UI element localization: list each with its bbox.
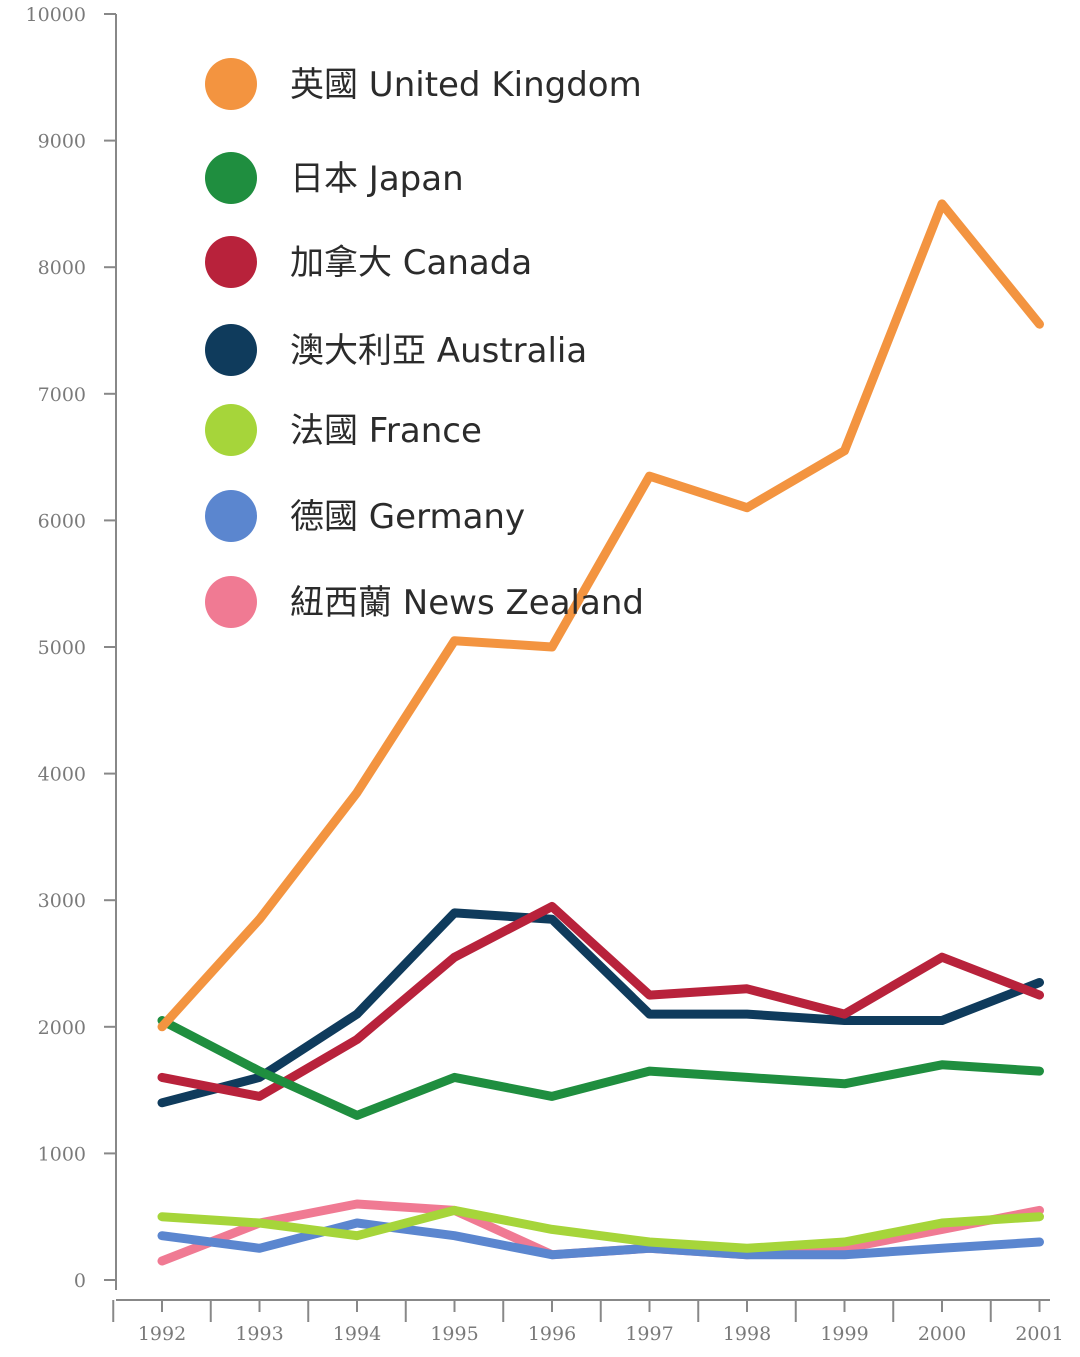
legend-label: 日本 Japan [290, 159, 464, 199]
legend-label: 英國 United Kingdom [290, 65, 642, 105]
legend: 英國 United Kingdom 日本 Japan 加拿大 Canada 澳大利亞 … [205, 58, 644, 628]
axes [115, 14, 1050, 1301]
x-tick-label: 1997 [625, 1323, 673, 1345]
x-tick-label: 1993 [235, 1323, 283, 1345]
legend-item: 加拿大 Canada [205, 236, 532, 288]
y-tick-label: 9000 [38, 131, 86, 153]
legend-item: 英國 United Kingdom [205, 58, 642, 110]
y-tick-label: 4000 [38, 764, 86, 786]
x-tick-label: 1994 [333, 1323, 381, 1345]
legend-item: 法國 France [205, 404, 482, 456]
series-line [157, 908, 1044, 1108]
series-line [157, 1218, 1044, 1260]
legend-label: 法國 France [290, 411, 482, 451]
legend-label: 德國 Germany [290, 497, 525, 537]
y-tick-label: 8000 [38, 257, 86, 279]
legend-item: 紐西蘭 News Zealand [205, 576, 644, 628]
x-tick-label: 1992 [138, 1323, 186, 1345]
x-tick-label: 2000 [918, 1323, 966, 1345]
legend-label: 澳大利亞 Australia [290, 331, 587, 371]
legend-swatch [205, 152, 257, 204]
legend-swatch [205, 324, 257, 376]
y-tick-label: 6000 [38, 510, 86, 532]
legend-item: 日本 Japan [205, 152, 464, 204]
x-tick-label: 2001 [1015, 1323, 1063, 1345]
legend-swatch [205, 404, 257, 456]
y-tick-label: 2000 [38, 1017, 86, 1039]
legend-item: 澳大利亞 Australia [205, 324, 587, 376]
y-tick-group: 0 1000 2000 3000 4000 5000 6000 7000 8000 9000 100… [26, 4, 116, 1292]
y-tick-label: 10000 [26, 4, 86, 26]
x-tick-label: 1996 [528, 1323, 576, 1345]
x-tick-label: 1998 [723, 1323, 771, 1345]
y-tick-label: 3000 [38, 890, 86, 912]
y-tick-label: 1000 [38, 1143, 86, 1165]
legend-swatch [205, 58, 257, 110]
x-tick-label: 1995 [430, 1323, 478, 1345]
legend-swatch [205, 576, 257, 628]
legend-item: 德國 Germany [205, 490, 525, 542]
legend-swatch [205, 490, 257, 542]
x-tick-group: 1992 1993 1994 1995 1996 1997 1998 1999 2000 2001 [112, 1300, 1064, 1345]
legend-swatch [205, 236, 257, 288]
series-line [157, 1205, 1044, 1253]
y-tick-label: 5000 [38, 637, 86, 659]
y-tick-label: 0 [74, 1270, 86, 1292]
series-line [157, 199, 1044, 1032]
x-tick-label: 1999 [820, 1323, 868, 1345]
series-line [157, 1016, 1044, 1120]
y-tick-label: 7000 [38, 384, 86, 406]
legend-label: 紐西蘭 News Zealand [290, 583, 644, 623]
series-line [157, 902, 1044, 1101]
series-lines [157, 199, 1044, 1266]
legend-label: 加拿大 Canada [290, 243, 532, 283]
